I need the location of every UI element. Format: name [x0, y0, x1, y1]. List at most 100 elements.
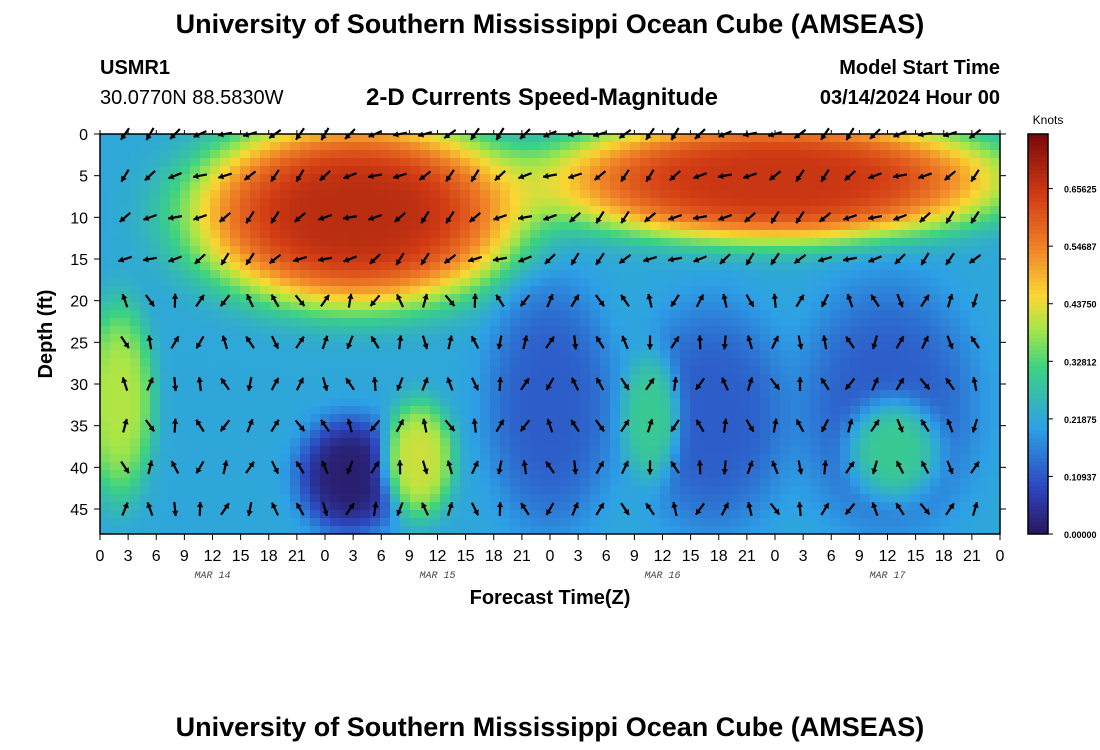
- heatmap-cell: [850, 494, 861, 503]
- heatmap-cell: [110, 526, 121, 535]
- heatmap-cell: [550, 438, 561, 447]
- heatmap-cell: [970, 262, 981, 271]
- heatmap-cell: [430, 390, 441, 399]
- heatmap-cell: [670, 486, 681, 495]
- heatmap-cell: [910, 206, 921, 215]
- heatmap-cell: [400, 518, 411, 527]
- heatmap-cell: [870, 326, 881, 335]
- heatmap-cell: [490, 390, 501, 399]
- heatmap-cell: [550, 150, 561, 159]
- current-vector: [245, 210, 255, 224]
- heatmap-cell: [500, 174, 511, 183]
- heatmap-cell: [490, 190, 501, 199]
- heatmap-cell: [400, 390, 411, 399]
- heatmap-cell: [140, 294, 151, 303]
- heatmap-cell: [500, 422, 511, 431]
- heatmap-cell: [460, 198, 471, 207]
- heatmap-cell: [160, 246, 171, 255]
- heatmap-cell: [570, 526, 581, 535]
- heatmap-cell: [940, 230, 951, 239]
- heatmap-cell: [160, 454, 171, 463]
- heatmap-cell: [460, 390, 471, 399]
- heatmap-cell: [790, 438, 801, 447]
- heatmap-cell: [450, 342, 461, 351]
- heatmap-cell: [240, 318, 251, 327]
- heatmap-cell: [820, 326, 831, 335]
- heatmap-cell: [210, 286, 221, 295]
- heatmap-cell: [600, 430, 611, 439]
- heatmap-cell: [320, 166, 331, 175]
- heatmap-cell: [520, 310, 531, 319]
- heatmap-cell: [860, 438, 871, 447]
- heatmap-cell: [930, 422, 941, 431]
- vector-head: [247, 419, 254, 426]
- heatmap-cell: [780, 398, 791, 407]
- heatmap-cell: [530, 350, 541, 359]
- heatmap-cell: [230, 422, 241, 431]
- heatmap-cell: [430, 470, 441, 479]
- heatmap-cell: [480, 358, 491, 367]
- heatmap-cell: [510, 302, 521, 311]
- heatmap-cell: [730, 134, 741, 143]
- heatmap-cell: [530, 446, 541, 455]
- heatmap-cell: [960, 262, 971, 271]
- heatmap-cell: [720, 286, 731, 295]
- heatmap-cell: [950, 342, 961, 351]
- heatmap-cell: [510, 358, 521, 367]
- heatmap-cell: [280, 518, 291, 527]
- heatmap-cell: [460, 246, 471, 255]
- heatmap-cell: [670, 158, 681, 167]
- heatmap-cell: [590, 470, 601, 479]
- heatmap-cell: [970, 526, 981, 535]
- vector-head: [219, 216, 226, 222]
- heatmap-cell: [930, 486, 941, 495]
- heatmap-cell: [340, 350, 351, 359]
- heatmap-cell: [850, 526, 861, 535]
- heatmap-cell: [810, 398, 821, 407]
- heatmap-cell: [590, 134, 601, 143]
- heatmap-cell: [390, 182, 401, 191]
- heatmap-cell: [270, 286, 281, 295]
- heatmap-cell: [820, 358, 831, 367]
- heatmap-cell: [520, 518, 531, 527]
- vector-head: [296, 461, 302, 468]
- heatmap-cell: [630, 454, 641, 463]
- heatmap-cell: [110, 294, 121, 303]
- heatmap-cell: [840, 518, 851, 527]
- heatmap-cell: [680, 326, 691, 335]
- heatmap-cell: [970, 510, 981, 519]
- heatmap-cell: [160, 302, 171, 311]
- heatmap-cell: [990, 414, 1001, 423]
- heatmap-cell: [200, 286, 211, 295]
- heatmap-cell: [310, 486, 321, 495]
- heatmap-cell: [950, 526, 961, 535]
- heatmap-cell: [110, 214, 121, 223]
- heatmap-cell: [950, 462, 961, 471]
- heatmap-cell: [170, 486, 181, 495]
- heatmap-cell: [710, 254, 721, 263]
- heatmap-cell: [800, 198, 811, 207]
- heatmap-cell: [730, 190, 741, 199]
- current-vector: [219, 419, 231, 432]
- heatmap-cell: [680, 366, 691, 375]
- heatmap-cell: [500, 278, 511, 287]
- heatmap-cell: [620, 478, 631, 487]
- heatmap-cell: [460, 222, 471, 231]
- heatmap-cell: [490, 318, 501, 327]
- heatmap-cell: [110, 366, 121, 375]
- heatmap-cell: [730, 174, 741, 183]
- current-vector: [270, 210, 280, 224]
- heatmap-cell: [850, 462, 861, 471]
- heatmap-cell: [740, 422, 751, 431]
- heatmap-cell: [940, 414, 951, 423]
- heatmap-cell: [950, 374, 961, 383]
- heatmap-cell: [110, 334, 121, 343]
- heatmap-cell: [660, 446, 671, 455]
- heatmap-cell: [910, 470, 921, 479]
- heatmap-cell: [340, 382, 351, 391]
- heatmap-cell: [500, 246, 511, 255]
- heatmap-cell: [650, 142, 661, 151]
- heatmap-cell: [550, 358, 561, 367]
- heatmap-cell: [270, 278, 281, 287]
- heatmap-cell: [450, 310, 461, 319]
